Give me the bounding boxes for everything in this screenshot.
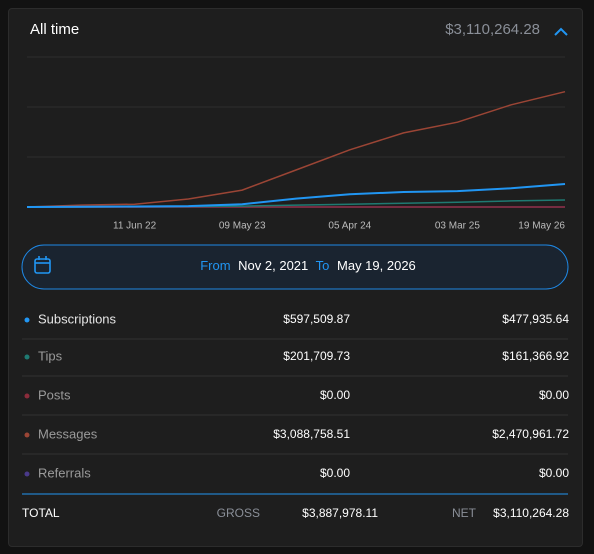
row-label: Messages xyxy=(38,426,98,441)
x-tick-label: 05 Apr 24 xyxy=(328,221,371,232)
from-date: Nov 2, 2021 xyxy=(238,258,308,273)
date-range-picker[interactable] xyxy=(21,244,569,290)
row-label: Posts xyxy=(38,387,71,402)
row-net: $0.00 xyxy=(539,388,569,402)
date-range: From Nov 2, 2021 To May 19, 2026 xyxy=(200,258,416,273)
net-label: NET xyxy=(452,506,477,520)
total-net: $3,110,264.28 xyxy=(493,506,569,520)
row-gross: $0.00 xyxy=(320,388,350,402)
x-tick-label: 19 May 26 xyxy=(518,221,565,232)
legend-dot xyxy=(24,354,30,360)
row-net: $161,366.92 xyxy=(502,349,569,363)
gross-label: GROSS xyxy=(217,506,260,520)
row-gross: $597,509.87 xyxy=(283,312,350,326)
row-label: Referrals xyxy=(38,465,91,480)
legend-dot xyxy=(24,432,30,438)
calendar-icon xyxy=(34,256,51,274)
from-label: From xyxy=(200,258,230,273)
row-net: $477,935.64 xyxy=(502,312,569,326)
total-gross: $3,887,978.11 xyxy=(302,506,378,520)
to-label: To xyxy=(316,258,330,273)
card-title: All time xyxy=(30,21,79,38)
row-label: Tips xyxy=(38,348,63,363)
row-label: Subscriptions xyxy=(38,311,117,326)
legend-dot xyxy=(24,471,30,477)
total-label: TOTAL xyxy=(22,506,60,520)
plot xyxy=(26,90,566,208)
grid xyxy=(27,56,565,208)
x-tick-label: 09 May 23 xyxy=(219,221,266,232)
legend-dot xyxy=(24,393,30,399)
x-tick-label: 11 Jun 22 xyxy=(113,221,157,232)
row-gross: $201,709.73 xyxy=(283,349,350,363)
total-amount: $3,110,264.28 xyxy=(445,21,540,38)
series-line xyxy=(26,183,566,208)
series-line xyxy=(26,90,566,208)
collapse-icon[interactable] xyxy=(554,27,568,36)
row-gross: $3,088,758.51 xyxy=(273,427,350,441)
row-net: $0.00 xyxy=(539,466,569,480)
x-tick-label: 03 Mar 25 xyxy=(435,221,480,232)
legend-dot xyxy=(24,317,30,323)
to-date: May 19, 2026 xyxy=(337,258,416,273)
row-gross: $0.00 xyxy=(320,466,350,480)
row-net: $2,470,961.72 xyxy=(492,427,569,441)
